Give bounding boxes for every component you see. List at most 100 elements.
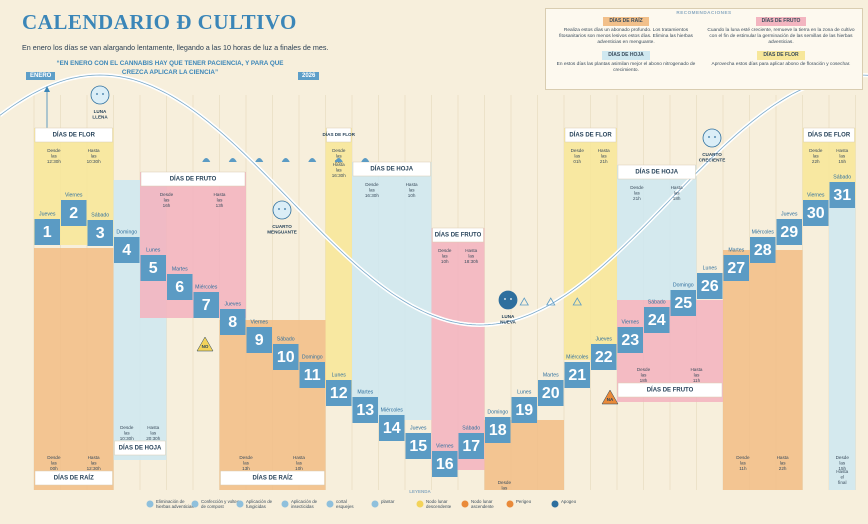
moon-eye xyxy=(714,136,716,138)
moon-eye xyxy=(278,208,280,210)
legend-icon xyxy=(146,500,154,508)
recommendation-text: Realiza estos días un abonado profundo. … xyxy=(559,27,693,45)
period-to: Hasta las 11h xyxy=(690,367,702,383)
moon-eye xyxy=(102,93,104,95)
recommendations: RECOMENDACIONES DÍAS DE RAÍZ Realiza esto… xyxy=(545,8,863,90)
period-from: Desde las 10:30h xyxy=(120,425,134,441)
icon xyxy=(361,158,370,162)
weekday: Domingo xyxy=(487,409,508,415)
year-label: 2026 xyxy=(298,72,320,80)
moon-label: CUARTO MENGUANTE xyxy=(267,224,297,235)
period-label-box xyxy=(34,127,113,143)
day-number: 10 xyxy=(277,349,295,366)
period-band xyxy=(34,248,114,490)
period-from: Desde las 15h xyxy=(836,455,850,471)
period-from: Desde las 00h xyxy=(47,455,61,471)
legend-icon xyxy=(326,500,334,508)
weekday: Lunes xyxy=(332,372,347,378)
period-label-box xyxy=(803,127,855,143)
recommendation-label: DÍAS DE RAÍZ xyxy=(603,17,649,26)
day-number: 11 xyxy=(304,367,321,384)
period-label-box xyxy=(326,127,352,143)
day-tile xyxy=(750,237,776,263)
weekday: Jueves xyxy=(410,425,427,431)
period-to: Hasta las 12:30h xyxy=(87,455,101,471)
day-number: 7 xyxy=(202,297,211,314)
weekday: Miércoles xyxy=(566,354,589,360)
day-number: 21 xyxy=(568,367,586,384)
weekday: Sábado xyxy=(648,299,666,305)
period-label-box xyxy=(352,161,431,177)
period-to: Hasta las 21h xyxy=(598,148,610,164)
day-number: 27 xyxy=(727,260,745,277)
period-label: DÍAS DE FRUTO xyxy=(170,175,217,183)
period-label: DÍAS DE RAÍZ xyxy=(54,474,94,482)
day-tile xyxy=(591,344,617,370)
period-band xyxy=(829,200,856,490)
weekday: Martes xyxy=(357,389,373,395)
weekday: Viernes xyxy=(436,443,454,449)
recommendation: DÍAS DE HOJA En estos días las plantas as… xyxy=(551,51,701,74)
day-tile xyxy=(273,344,299,370)
axis-arrow-head xyxy=(44,86,50,92)
day-tile xyxy=(511,397,537,423)
legend-label: Nodo lunar ascendente xyxy=(471,499,494,509)
legend-label: Aplicación de fungicidas xyxy=(246,499,273,509)
day-tile xyxy=(87,220,113,246)
period-label: DÍAS DE HOJA xyxy=(119,444,162,452)
node-marker-label: NO xyxy=(202,344,209,349)
day-number: 23 xyxy=(621,332,639,349)
period-from: Desde las 18h xyxy=(637,367,651,383)
weekday: Domingo xyxy=(673,282,694,288)
weekday: Sábado xyxy=(833,174,851,180)
period-from: Desde las 16h xyxy=(160,192,174,208)
moon-label: LUNA LLENA xyxy=(92,109,108,120)
period-to: Hasta las 18:30h xyxy=(464,248,478,264)
period-label: DÍAS DE FLOR xyxy=(808,131,851,139)
day-tile xyxy=(167,274,193,300)
recommendation-text: Aprovecha estos días para aplicar abono … xyxy=(711,61,851,67)
day-tile xyxy=(352,397,378,423)
day-number: 6 xyxy=(175,279,184,296)
weekday: Lunes xyxy=(146,247,161,253)
day-number: 24 xyxy=(648,312,666,329)
weekday: Domingo xyxy=(302,354,323,360)
title: CALENDARIO Ð CULTIVO xyxy=(22,10,297,34)
period-label: DÍAS DE RAÍZ xyxy=(252,474,292,482)
day-number: 31 xyxy=(833,187,851,204)
month-label: ENERO xyxy=(26,72,56,80)
day-tile xyxy=(140,255,166,281)
day-number: 2 xyxy=(69,205,78,222)
period-band xyxy=(140,172,246,318)
weekday: Martes xyxy=(172,266,188,272)
day-number: 13 xyxy=(356,402,374,419)
legend-icon xyxy=(236,500,244,508)
recommendation-label: DÍAS DE FLOR xyxy=(757,51,805,60)
period-from: Desde las 13h xyxy=(239,455,253,471)
moon xyxy=(272,200,292,220)
period-to: Hasta las 13h xyxy=(213,192,225,208)
day-tile xyxy=(432,451,458,477)
period-band xyxy=(723,250,803,490)
moon-eye xyxy=(96,93,98,95)
legend-icon xyxy=(461,500,469,508)
day-number: 3 xyxy=(96,225,105,242)
period-from: Desde las 11h xyxy=(736,455,750,471)
period-to: Hasta las 10h xyxy=(406,182,418,198)
day-tile xyxy=(617,327,643,353)
day-number: 1 xyxy=(43,224,52,241)
recommendation: DÍAS DE RAÍZ Realiza estos días un abonad… xyxy=(551,17,701,46)
period-label-box xyxy=(564,127,617,143)
day-number: 9 xyxy=(255,332,264,349)
legend-label: Perigeo xyxy=(516,499,532,504)
quote: “EN ENERO CON EL CANNABIS HAY QUE TENER … xyxy=(56,60,284,76)
day-tile xyxy=(776,219,802,245)
period-label: DÍAS DE FLOR xyxy=(569,131,612,139)
day-tile xyxy=(220,309,246,335)
period-label-box xyxy=(432,227,484,243)
period-label: DÍAS DE HOJA xyxy=(370,165,413,173)
period-to: Hasta las 22h xyxy=(777,455,789,471)
day-number: 20 xyxy=(542,385,560,402)
